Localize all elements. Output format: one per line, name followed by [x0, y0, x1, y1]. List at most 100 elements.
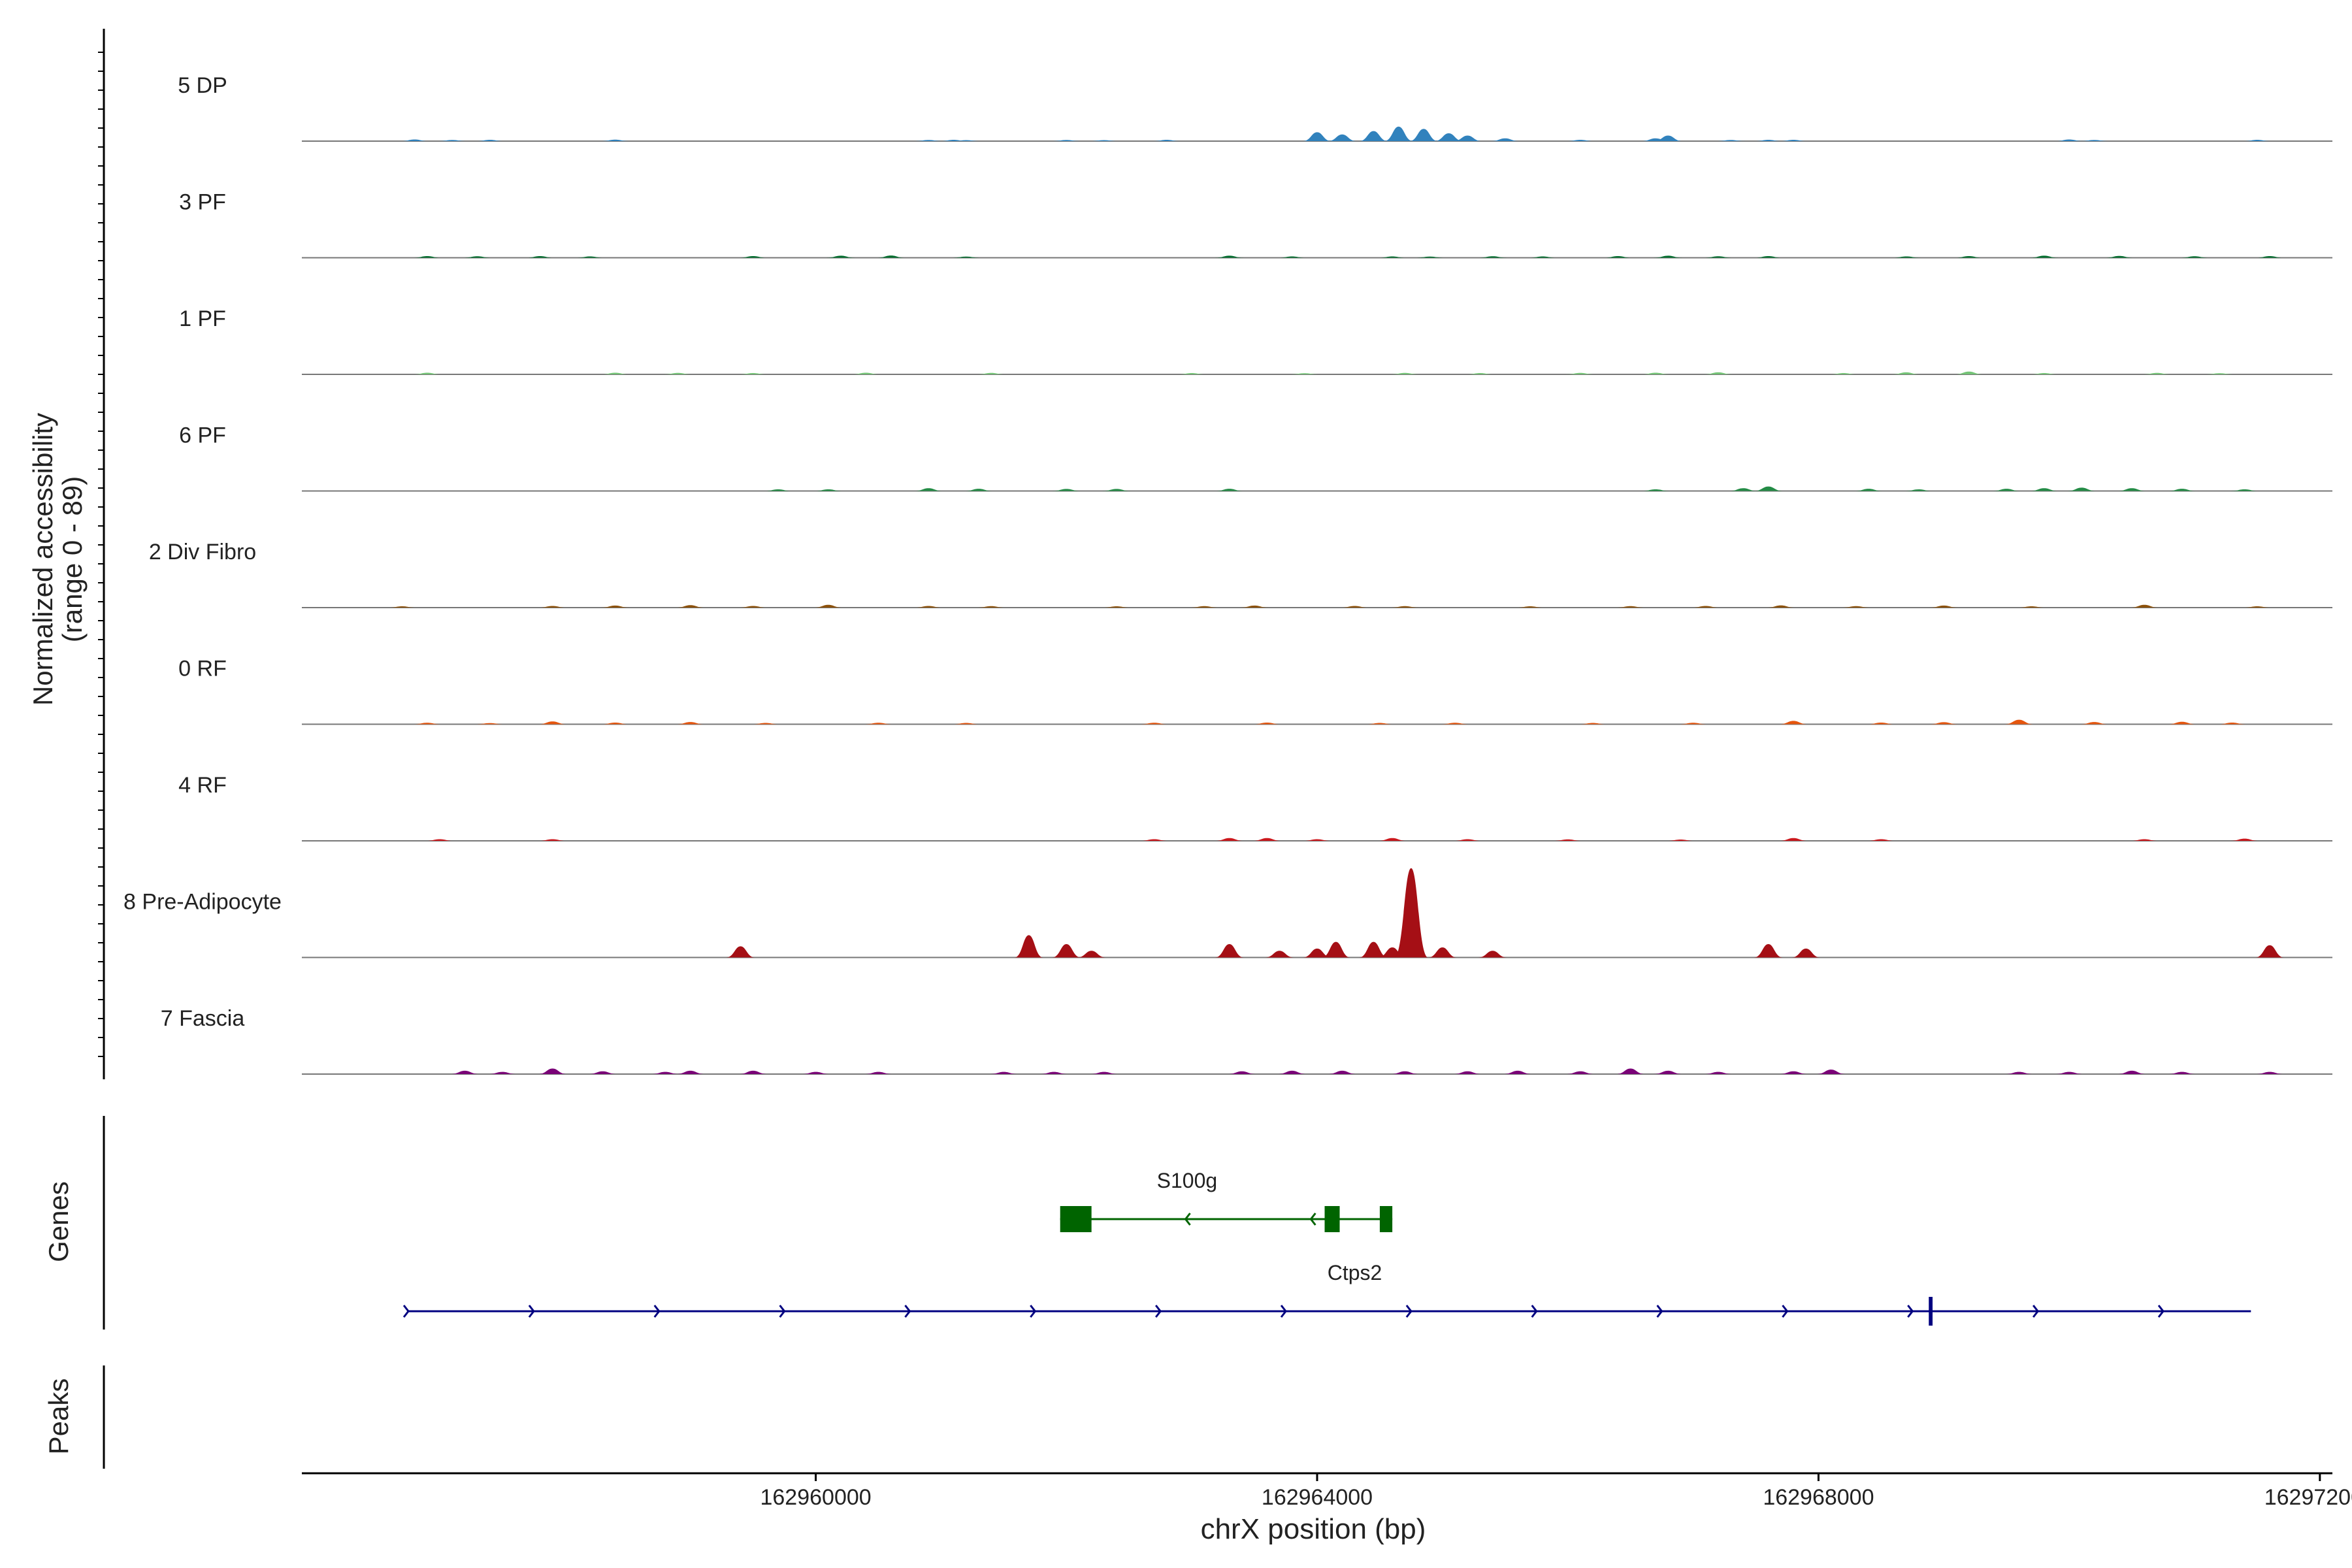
coverage-peak	[2142, 372, 2172, 374]
coverage-peak	[1929, 722, 1959, 725]
coverage-peak	[951, 256, 981, 258]
coverage-peak	[1565, 372, 1595, 374]
strand-chevron	[1656, 1305, 1663, 1318]
coverage-peak	[1428, 947, 1457, 958]
coverage-peak	[1215, 838, 1244, 841]
coverage-peak	[1441, 723, 1470, 725]
coverage-peak	[412, 372, 442, 374]
coverage-peak	[1378, 256, 1407, 258]
coverage-peak	[1102, 489, 1132, 491]
coverage-peak	[2117, 488, 2147, 491]
coverage-peak	[1290, 373, 1319, 374]
coverage-peak	[2230, 489, 2259, 491]
strand-chevron	[1907, 1305, 1914, 1318]
coverage-peak	[1867, 722, 1896, 725]
coverage-peak	[1616, 606, 1645, 608]
strand-chevron	[1030, 1305, 1037, 1318]
coverage-peak	[663, 372, 693, 374]
coverage-peak	[1052, 489, 1081, 491]
coverage-peak	[1303, 132, 1331, 141]
coverage-peak	[2255, 945, 2285, 958]
coverage-peak	[2017, 606, 2046, 608]
coverage-peak	[2167, 1071, 2197, 1074]
coverage-peak	[2067, 487, 2097, 491]
coverage-peak	[813, 604, 843, 608]
coverage-peak	[1434, 133, 1463, 141]
coverage-peak	[676, 1070, 705, 1074]
coverage-peak	[2242, 139, 2272, 141]
coverage-peak	[1321, 941, 1350, 958]
track-3: 6 PF	[179, 423, 2332, 492]
strand-chevron	[904, 1305, 911, 1318]
track-2: 1 PF	[179, 306, 2332, 375]
track-label: 2 Div Fibro	[149, 540, 256, 564]
coverage-peak	[1954, 371, 1984, 374]
gene-exon	[1060, 1206, 1092, 1232]
coverage-peak	[989, 1071, 1019, 1074]
track-1: 3 PF	[179, 190, 2332, 259]
track-label: 3 PF	[179, 190, 226, 215]
coverage-peak	[1565, 1071, 1595, 1074]
coverage-peak	[2255, 1071, 2285, 1074]
track-5: 0 RF	[178, 657, 2332, 725]
coverage-peak	[1303, 948, 1331, 958]
coverage-peak	[538, 839, 567, 841]
coverage-peak	[1139, 839, 1169, 841]
coverage-peak	[600, 372, 630, 374]
strand-chevron	[779, 1305, 786, 1318]
gene-annotation-track: S100g Ctps2	[402, 1169, 2251, 1326]
coverage-peak	[1490, 138, 1520, 141]
strand-chevron	[402, 1305, 410, 1318]
coverage-peak	[2205, 373, 2234, 374]
coverage-peak	[1102, 606, 1132, 608]
coverage-peak	[951, 723, 981, 725]
coverage-peak	[751, 723, 780, 725]
coverage-peak	[1929, 605, 1959, 608]
coverage-peak	[2130, 839, 2159, 841]
coverage-peak	[1754, 486, 1783, 491]
coverage-peak	[1328, 134, 1357, 141]
coverage-peak	[2004, 719, 2034, 725]
coverage-peak	[1277, 256, 1307, 258]
coverage-peak	[2004, 1071, 2034, 1074]
coverage-peak	[1703, 256, 1733, 258]
coverage-peak	[1654, 255, 1683, 258]
coverage-peak	[1654, 1070, 1683, 1074]
coverage-peak	[876, 255, 906, 258]
coverage-peak	[1641, 489, 1670, 491]
coverage-peak	[1616, 1068, 1645, 1074]
x-tick-label: 162968000	[1763, 1485, 1874, 1510]
coverage-peak	[1052, 944, 1081, 958]
coverage-peak	[738, 606, 768, 608]
track-label: 7 Fascia	[161, 1006, 245, 1031]
coverage-peak	[2230, 838, 2259, 841]
coverage-peak	[1394, 868, 1428, 958]
coverage-peak	[1465, 372, 1495, 374]
coverage-peak	[1553, 839, 1582, 841]
coverage-peak	[538, 606, 567, 608]
coverage-peak	[964, 489, 993, 491]
coverage-peak	[801, 1071, 830, 1074]
x-tick-label: 162972000	[2264, 1485, 2352, 1510]
coverage-peak	[1453, 1071, 1482, 1074]
coverage-peak	[1516, 606, 1545, 608]
coverage-tracks: 5 DP 3 PF 1 PF 6 PF 2 Div Fibro 0 RF 4 RF 8 Pre…	[123, 73, 2332, 1075]
coverage-peak	[1641, 372, 1670, 374]
coverage-peak	[1779, 1071, 1808, 1074]
coverage-peak	[738, 1070, 768, 1074]
coverage-peak	[1089, 1071, 1119, 1074]
coverage-peak	[412, 723, 442, 725]
track-7: 8 Pre-Adipocyte	[123, 868, 2332, 958]
coverage-peak	[1891, 256, 1921, 258]
x-axis: 162960000 162964000 162968000 162972000	[302, 1472, 2352, 1510]
coverage-peak	[1303, 839, 1331, 841]
coverage-peak	[1077, 951, 1106, 958]
strand-chevron	[1405, 1305, 1413, 1318]
coverage-peak	[600, 722, 630, 725]
gene-label: Ctps2	[1328, 1261, 1382, 1284]
coverage-peak	[1766, 605, 1795, 608]
coverage-peak	[1384, 126, 1413, 141]
coverage-peak	[2255, 255, 2285, 258]
coverage-peak	[1390, 372, 1420, 374]
